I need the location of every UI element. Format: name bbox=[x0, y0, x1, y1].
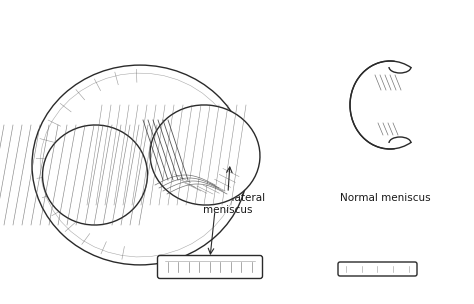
Text: Discoid lateral
meniscus: Discoid lateral meniscus bbox=[191, 193, 265, 215]
FancyBboxPatch shape bbox=[338, 262, 417, 276]
Ellipse shape bbox=[361, 78, 407, 132]
Bar bbox=[395, 56, 455, 154]
Ellipse shape bbox=[350, 61, 430, 149]
Ellipse shape bbox=[150, 105, 260, 205]
FancyBboxPatch shape bbox=[157, 255, 263, 278]
Ellipse shape bbox=[43, 125, 147, 225]
Text: Normal meniscus: Normal meniscus bbox=[340, 193, 430, 203]
